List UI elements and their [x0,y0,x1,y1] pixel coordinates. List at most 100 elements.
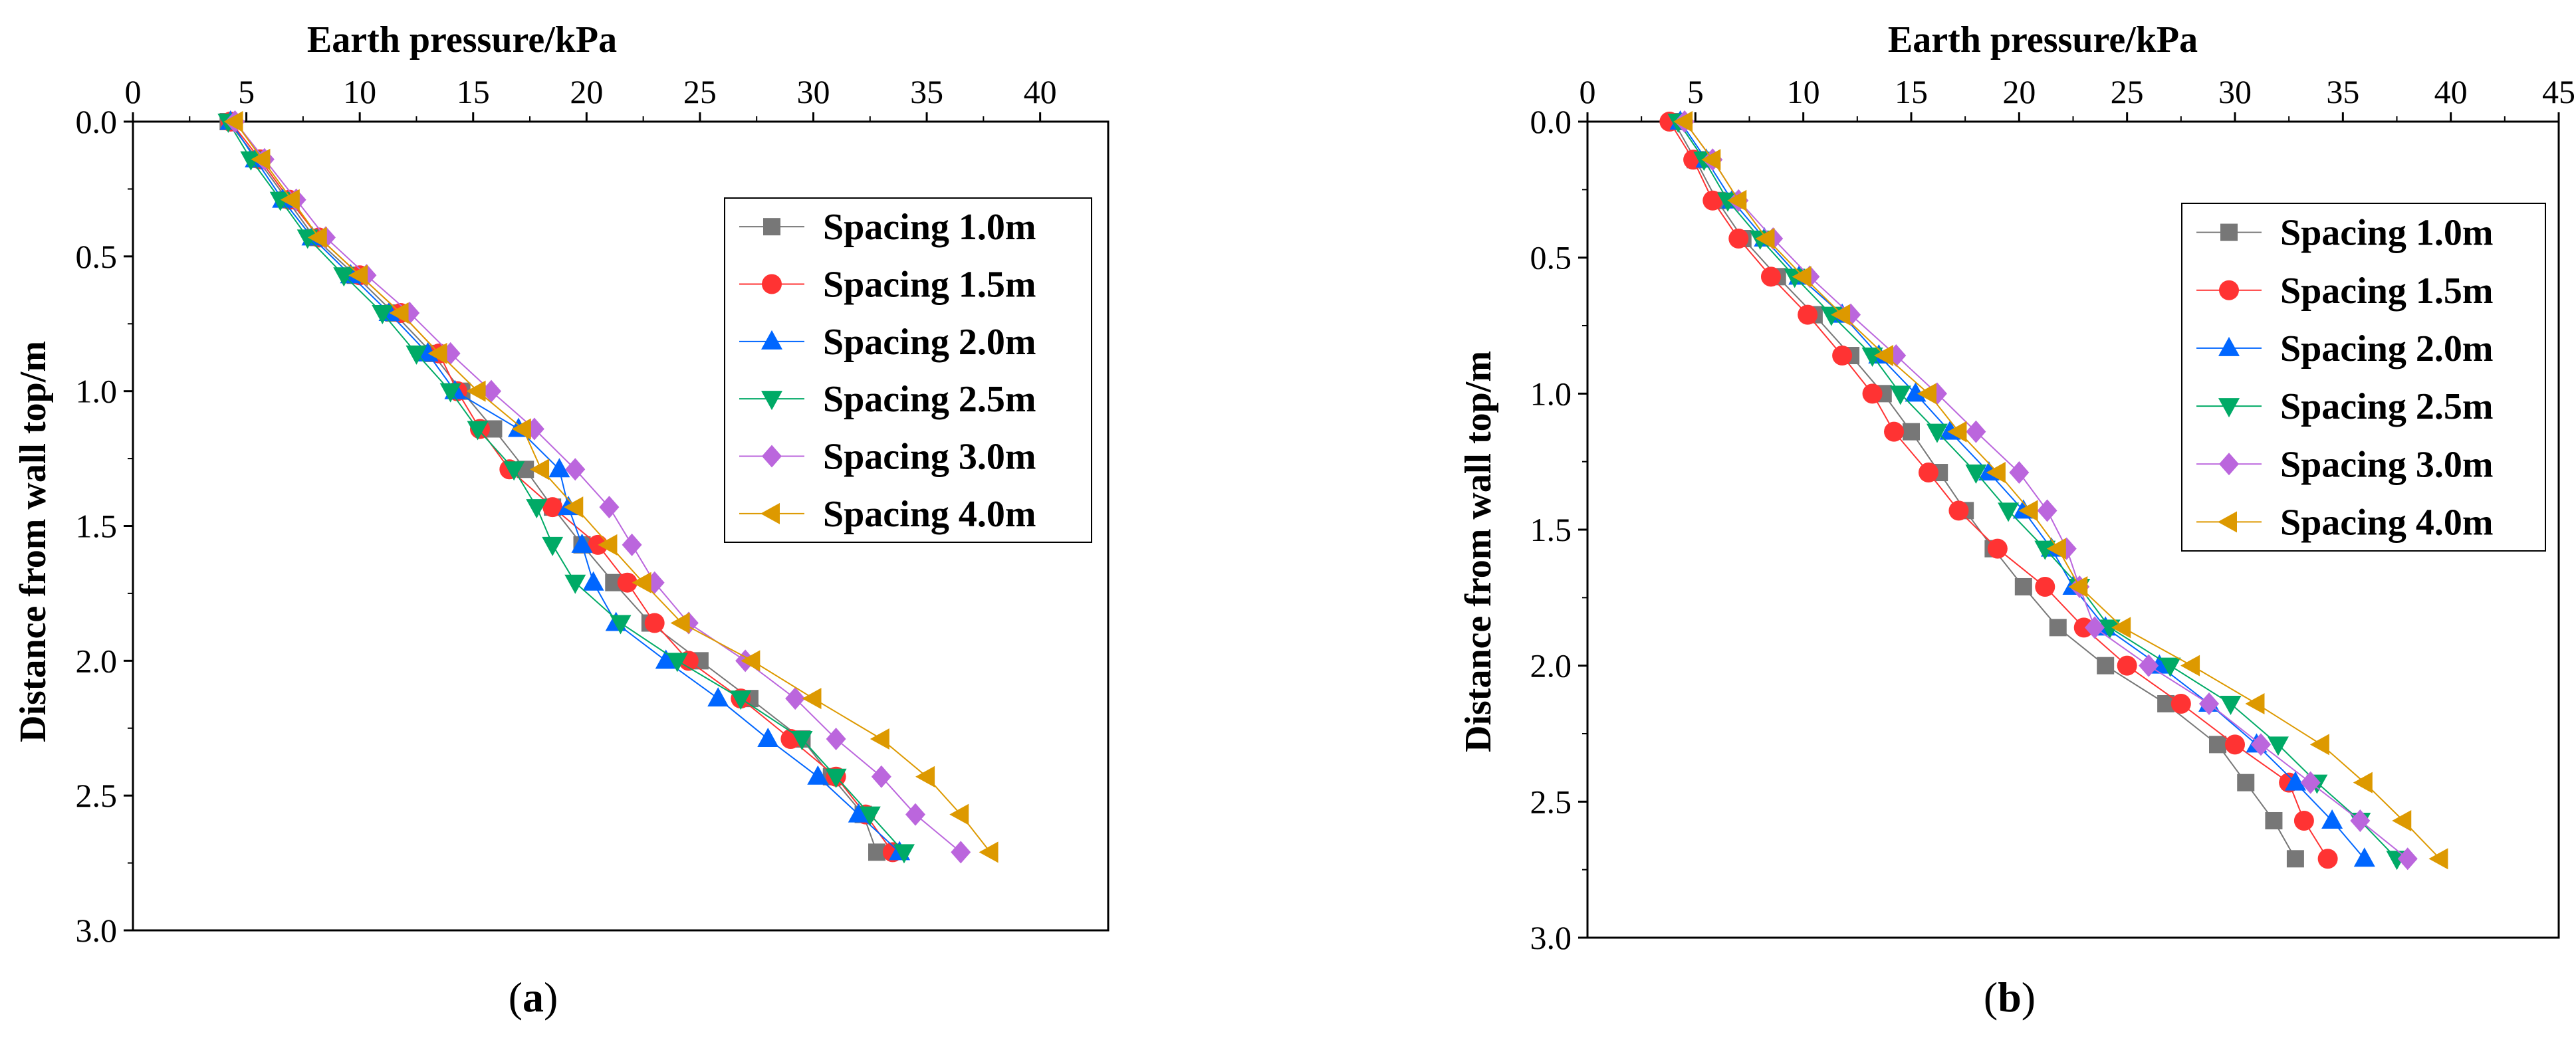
data-point [905,803,926,826]
data-point [2014,577,2032,595]
legend-marker [2219,280,2239,300]
data-point [588,534,608,555]
data-point [1673,111,1693,132]
data-point [2170,693,2191,714]
data-point [2225,734,2245,755]
data-point [542,536,564,556]
x-tick-label: 30 [2218,73,2252,110]
legend: Spacing 1.0m Spacing 1.5m Spacing 2.0m Spac… [2181,203,2546,552]
data-point [632,572,651,593]
data-point [617,572,638,593]
legend-marker [762,445,782,468]
data-point [2046,538,2066,560]
data-point [2009,461,2030,484]
data-point [707,687,729,707]
chart-panel-b: Earth pressure/kPa Distance from wall to… [1458,19,2575,1021]
legend-item: Spacing 3.0m [2196,444,2494,485]
data-point [307,227,327,249]
data-point [2084,616,2105,639]
data-point [1755,228,1775,250]
x-tick-label: 10 [1787,73,1820,110]
data-point [2220,695,2242,715]
data-point [2209,736,2227,754]
data-point [417,342,439,362]
data-point [296,229,318,249]
data-point [644,613,665,633]
data-point [2321,809,2343,829]
data-point [2265,811,2283,829]
x-tick-label: 20 [2002,73,2036,110]
data-point [871,765,891,788]
x-tick-label: 5 [1687,73,1704,110]
data-point [2267,736,2289,756]
y-tick-label: 2.5 [76,777,118,814]
data-point [2097,657,2115,675]
axis-ticks: 0 5 10 15 20 25 30 35 40 45 0.0 0.5 1.0 1.5 2.0 2.5 3.0 [1530,73,2576,956]
y-axis-title: Distance from wall top/m [1458,351,1499,752]
series-spacing-4-0m [1673,111,2448,870]
legend-label: Spacing 1.0m [823,207,1036,248]
data-point [2392,809,2412,831]
data-point [1947,421,1967,443]
legend-marker [763,218,780,236]
data-point [1728,229,1749,249]
data-point [2353,847,2375,867]
legend-label: Spacing 2.5m [823,379,1036,420]
x-tick-label: 15 [1895,73,1928,110]
data-point [2111,617,2131,639]
legend-marker [2218,511,2237,533]
data-point [1792,266,1812,288]
data-point [2428,848,2448,870]
data-point [2099,619,2121,639]
data-point [1727,189,1747,211]
data-point [670,612,690,634]
series-layer [217,110,998,864]
data-point [807,765,829,785]
x-tick-label: 10 [343,73,376,110]
x-axis-title: Earth pressure/kPa [1888,19,2198,60]
legend-marker [2219,453,2239,476]
y-tick-label: 1.0 [1530,375,1572,412]
data-point [2018,500,2038,522]
axis-ticks: 0 5 10 15 20 25 30 35 40 0.0 0.5 1.0 1.5 2.0 2.5 3.0 [76,73,1057,949]
data-point [979,841,998,863]
legend-box [2181,203,2546,552]
series-spacing-4-0m [223,111,998,863]
legend-label: Spacing 1.5m [823,264,1036,306]
legend-label: Spacing 3.0m [823,437,1036,478]
data-point [2293,810,2314,831]
data-point [1917,383,1936,405]
series-line [227,121,905,853]
data-point [785,687,806,710]
x-tick-label: 25 [2111,73,2144,110]
data-point [655,649,677,669]
legend-item: Spacing 2.0m [739,322,1036,363]
series-layer [1659,110,2448,871]
x-tick-label: 35 [910,73,943,110]
data-point [503,461,525,481]
data-point [1861,348,1883,367]
x-tick-label: 0 [1580,73,1596,110]
data-point [610,615,632,635]
data-point [280,189,300,211]
data-point [949,803,969,825]
y-axis-title: Distance from wall top/m [13,341,54,742]
data-point [467,421,489,441]
data-point [389,302,409,324]
data-point [427,342,447,364]
series-spacing-3-0m [1675,110,2418,871]
legend-marker [762,274,782,294]
data-point [406,345,427,365]
legend-label: Spacing 4.0m [823,494,1036,535]
data-point [1832,346,1853,366]
data-point [1966,420,1986,443]
legend-item: Spacing 1.5m [739,264,1036,306]
panel-label: (b) [1984,974,2036,1021]
data-point [511,418,531,440]
y-tick-label: 0.5 [76,238,118,275]
data-point [2309,734,2329,756]
y-tick-label: 0.0 [1530,103,1572,140]
data-point [1862,383,1883,404]
data-point [741,650,761,672]
data-point [599,496,620,519]
